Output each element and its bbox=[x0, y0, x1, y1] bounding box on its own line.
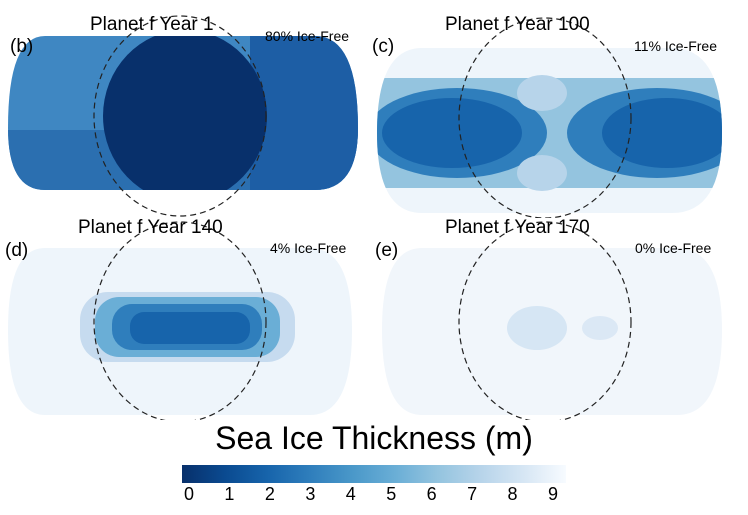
panel-title: Planet f Year 100 bbox=[445, 14, 590, 35]
ice-field bbox=[582, 316, 618, 340]
colorbar-tick-label: 5 bbox=[386, 484, 397, 504]
panel-d: (d) Planet f Year 140 4% Ice-Free bbox=[0, 210, 360, 420]
colorbar-tick-label: 8 bbox=[507, 484, 518, 504]
colorbar-tick-label: 6 bbox=[426, 484, 437, 504]
dayside-circle bbox=[93, 15, 267, 217]
colorbar-tick-label: 4 bbox=[345, 484, 356, 504]
colorbar-tick-label: 7 bbox=[467, 484, 478, 504]
panel-e: (e) Planet f Year 170 0% Ice-Free bbox=[372, 210, 732, 420]
colorbar-tick-label: 9 bbox=[547, 484, 558, 504]
dayside-circle bbox=[93, 221, 267, 420]
ice-field bbox=[517, 75, 567, 111]
panel-label: (b) bbox=[10, 36, 34, 57]
ice-free-label: 11% Ice-Free bbox=[634, 38, 717, 54]
ice-field bbox=[130, 312, 250, 344]
colorbar-tick-label: 0 bbox=[183, 484, 194, 504]
ice-field bbox=[250, 36, 358, 190]
panel-label: (c) bbox=[372, 36, 395, 57]
ice-free-label: 80% Ice-Free bbox=[265, 28, 350, 44]
panel-c: (c) Planet f Year 100 11% Ice-Free bbox=[372, 8, 732, 218]
dayside-circle bbox=[458, 221, 632, 420]
panel-b: (b) Planet f Year 1 80% Ice-Free bbox=[0, 8, 360, 218]
map-d bbox=[8, 221, 352, 420]
panel-title: Planet f Year 1 bbox=[90, 14, 214, 35]
ice-field bbox=[602, 98, 722, 168]
panel-label: (d) bbox=[5, 240, 29, 261]
colorbar bbox=[182, 465, 566, 483]
open-ocean bbox=[103, 36, 267, 190]
map-b bbox=[8, 15, 358, 217]
map-e bbox=[382, 221, 722, 420]
map-c bbox=[377, 17, 722, 218]
panel-title: Planet f Year 140 bbox=[78, 217, 223, 238]
colorbar-tick-label: 3 bbox=[305, 484, 316, 504]
panel-title: Planet f Year 170 bbox=[445, 217, 590, 238]
colorbar-tick-label: 1 bbox=[224, 484, 235, 504]
panel-label: (e) bbox=[375, 240, 399, 261]
ice-free-label: 0% Ice-Free bbox=[635, 240, 712, 256]
dayside-circle bbox=[458, 17, 632, 218]
ice-field bbox=[507, 306, 567, 350]
colorbar-title: Sea Ice Thickness (m) bbox=[215, 420, 533, 456]
ice-field bbox=[517, 155, 567, 191]
ice-free-label: 4% Ice-Free bbox=[270, 240, 347, 256]
ice-field bbox=[382, 98, 522, 168]
colorbar-tick-label: 2 bbox=[264, 484, 275, 504]
